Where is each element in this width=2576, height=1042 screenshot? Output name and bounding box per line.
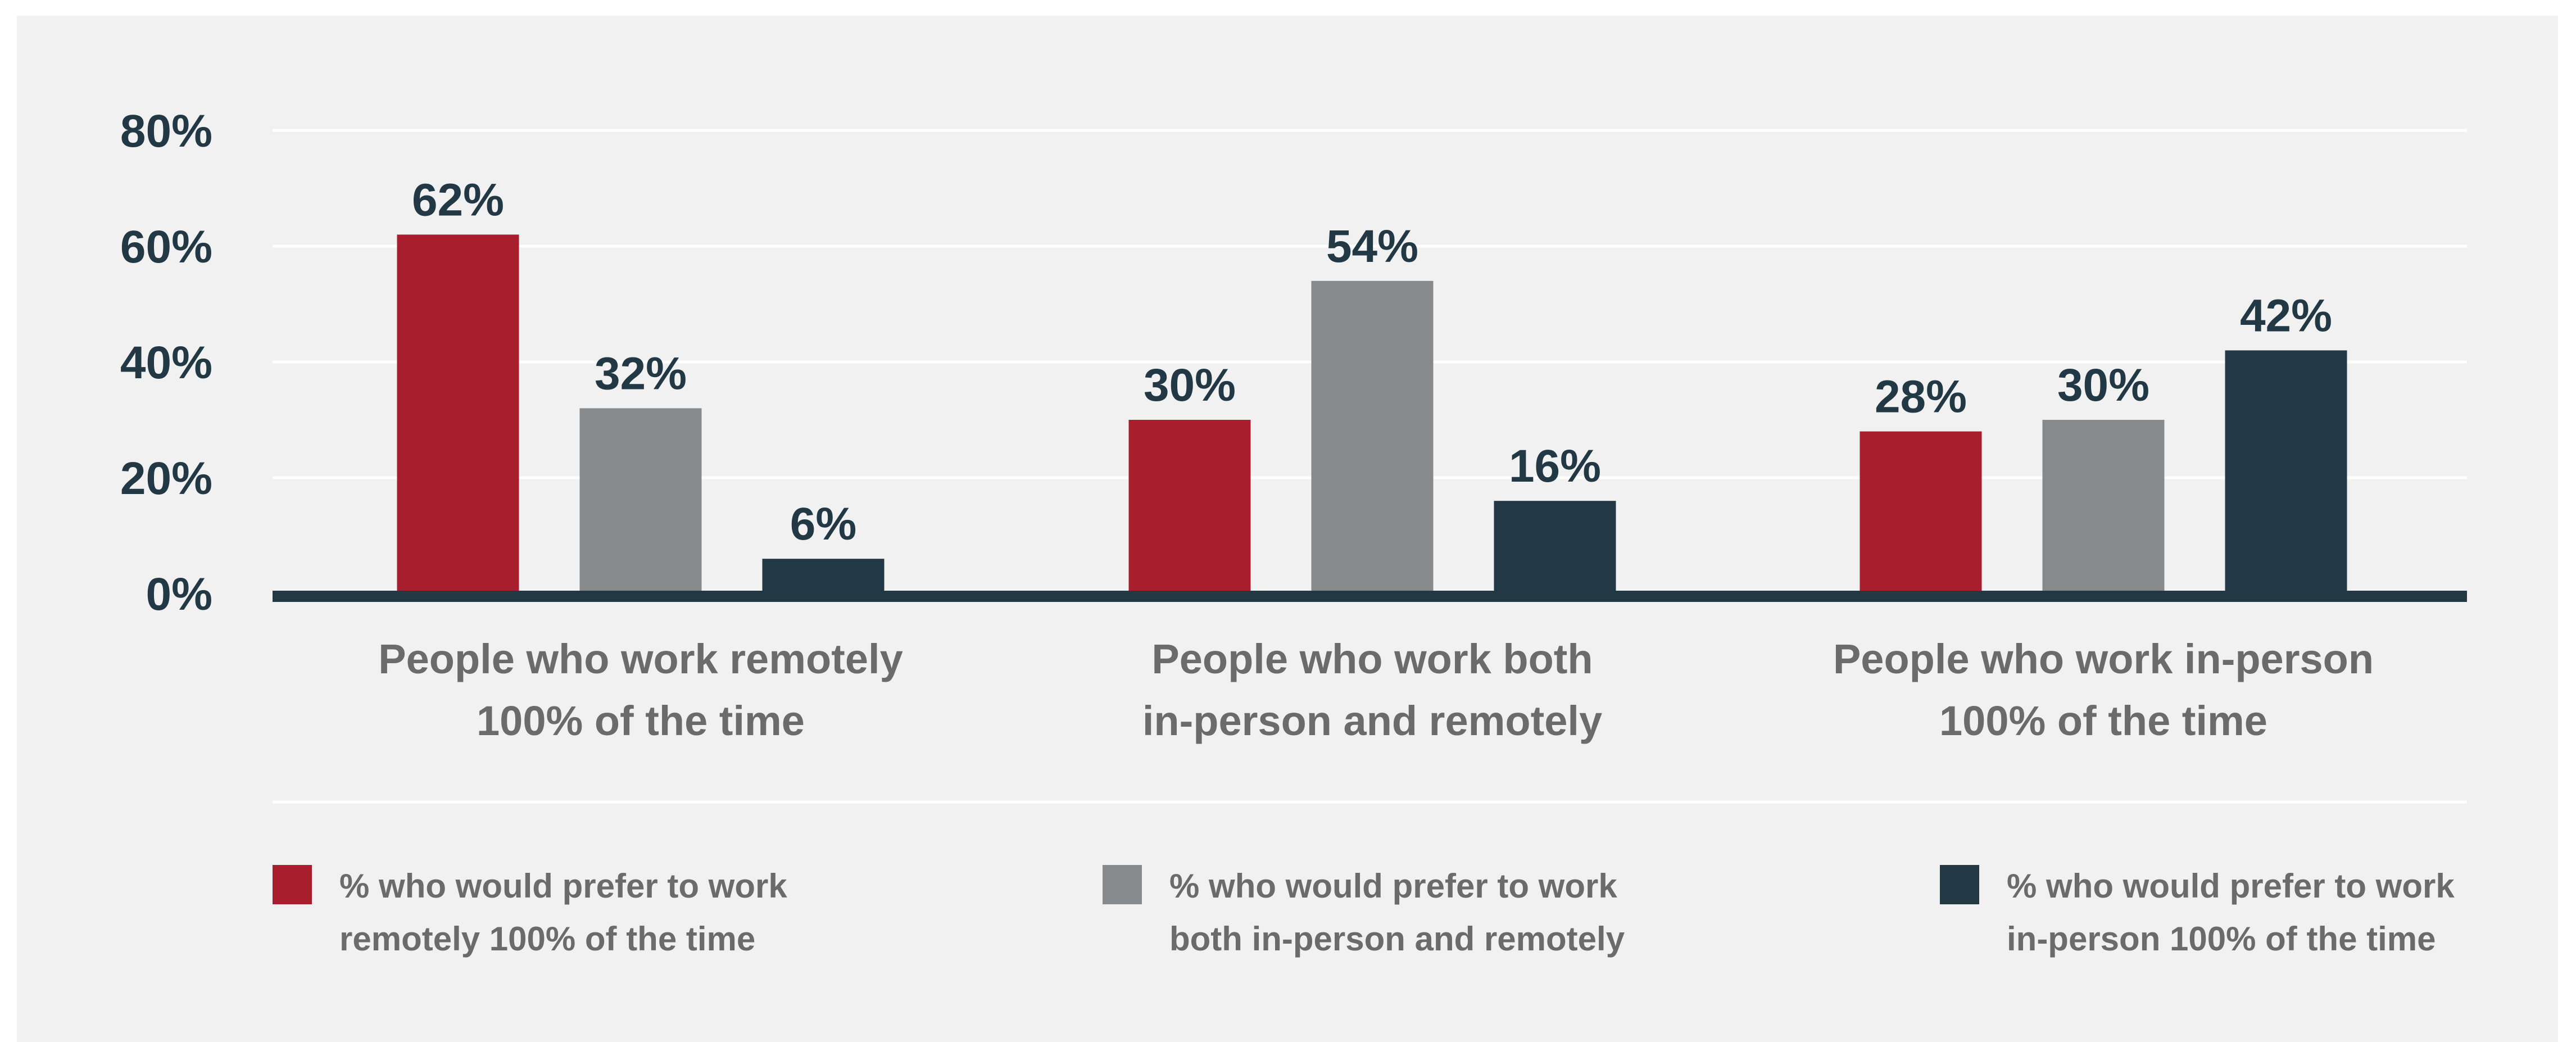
bar	[762, 559, 885, 594]
category-label: People who work remotely	[378, 636, 902, 682]
y-axis-ticks: 0% 20% 40% 60% 80%	[120, 106, 212, 620]
legend-label: in-person 100% of the time	[2007, 920, 2436, 958]
bar	[1311, 280, 1434, 594]
legend: % who would prefer to work remotely 100% …	[273, 865, 2455, 958]
bar-value-label: 28%	[1875, 372, 1967, 423]
category-label: People who work in-person	[1833, 636, 2374, 682]
bar-value-label: 30%	[1144, 360, 1236, 411]
bar-value-label: 42%	[2240, 290, 2332, 341]
y-tick-label: 0%	[146, 569, 212, 620]
bar-value-label: 16%	[1509, 441, 1601, 492]
legend-swatch	[1940, 865, 1979, 904]
data-labels: 62% 30% 28% 32% 54% 30% 6% 16% 42%	[412, 174, 2332, 550]
y-tick-label: 60%	[120, 221, 212, 273]
bar-value-label: 30%	[2057, 360, 2149, 411]
y-tick-label: 20%	[120, 453, 212, 504]
legend-swatch	[1103, 865, 1142, 904]
x-axis	[273, 591, 2467, 804]
legend-label: both in-person and remotely	[1169, 920, 1625, 958]
category-label: 100% of the time	[477, 697, 805, 744]
bar	[2225, 350, 2347, 594]
category-label: People who work both	[1151, 636, 1593, 682]
bar-value-label: 54%	[1326, 221, 1418, 272]
legend-label: % who would prefer to work	[2007, 867, 2455, 905]
bar	[397, 234, 519, 594]
legend-swatch	[273, 865, 312, 904]
legend-label: remotely 100% of the time	[339, 920, 755, 958]
x-axis-line	[273, 591, 2467, 602]
bar-value-label: 32%	[595, 348, 687, 399]
category-labels: People who work remotely 100% of the time…	[378, 636, 2374, 744]
y-tick-label: 80%	[120, 106, 212, 157]
y-tick-label: 40%	[120, 337, 212, 388]
bar	[2042, 420, 2165, 594]
bar	[1494, 501, 1616, 594]
category-label: 100% of the time	[1939, 697, 2267, 744]
bar	[1860, 431, 1982, 594]
bar-value-label: 6%	[790, 499, 857, 550]
legend-label: % who would prefer to work	[1169, 867, 1617, 905]
legend-label: % who would prefer to work	[339, 867, 787, 905]
bar-value-label: 62%	[412, 174, 504, 225]
bar	[1128, 420, 1251, 594]
bar	[579, 408, 702, 594]
bars	[397, 234, 2347, 594]
category-label: in-person and remotely	[1142, 697, 1602, 744]
